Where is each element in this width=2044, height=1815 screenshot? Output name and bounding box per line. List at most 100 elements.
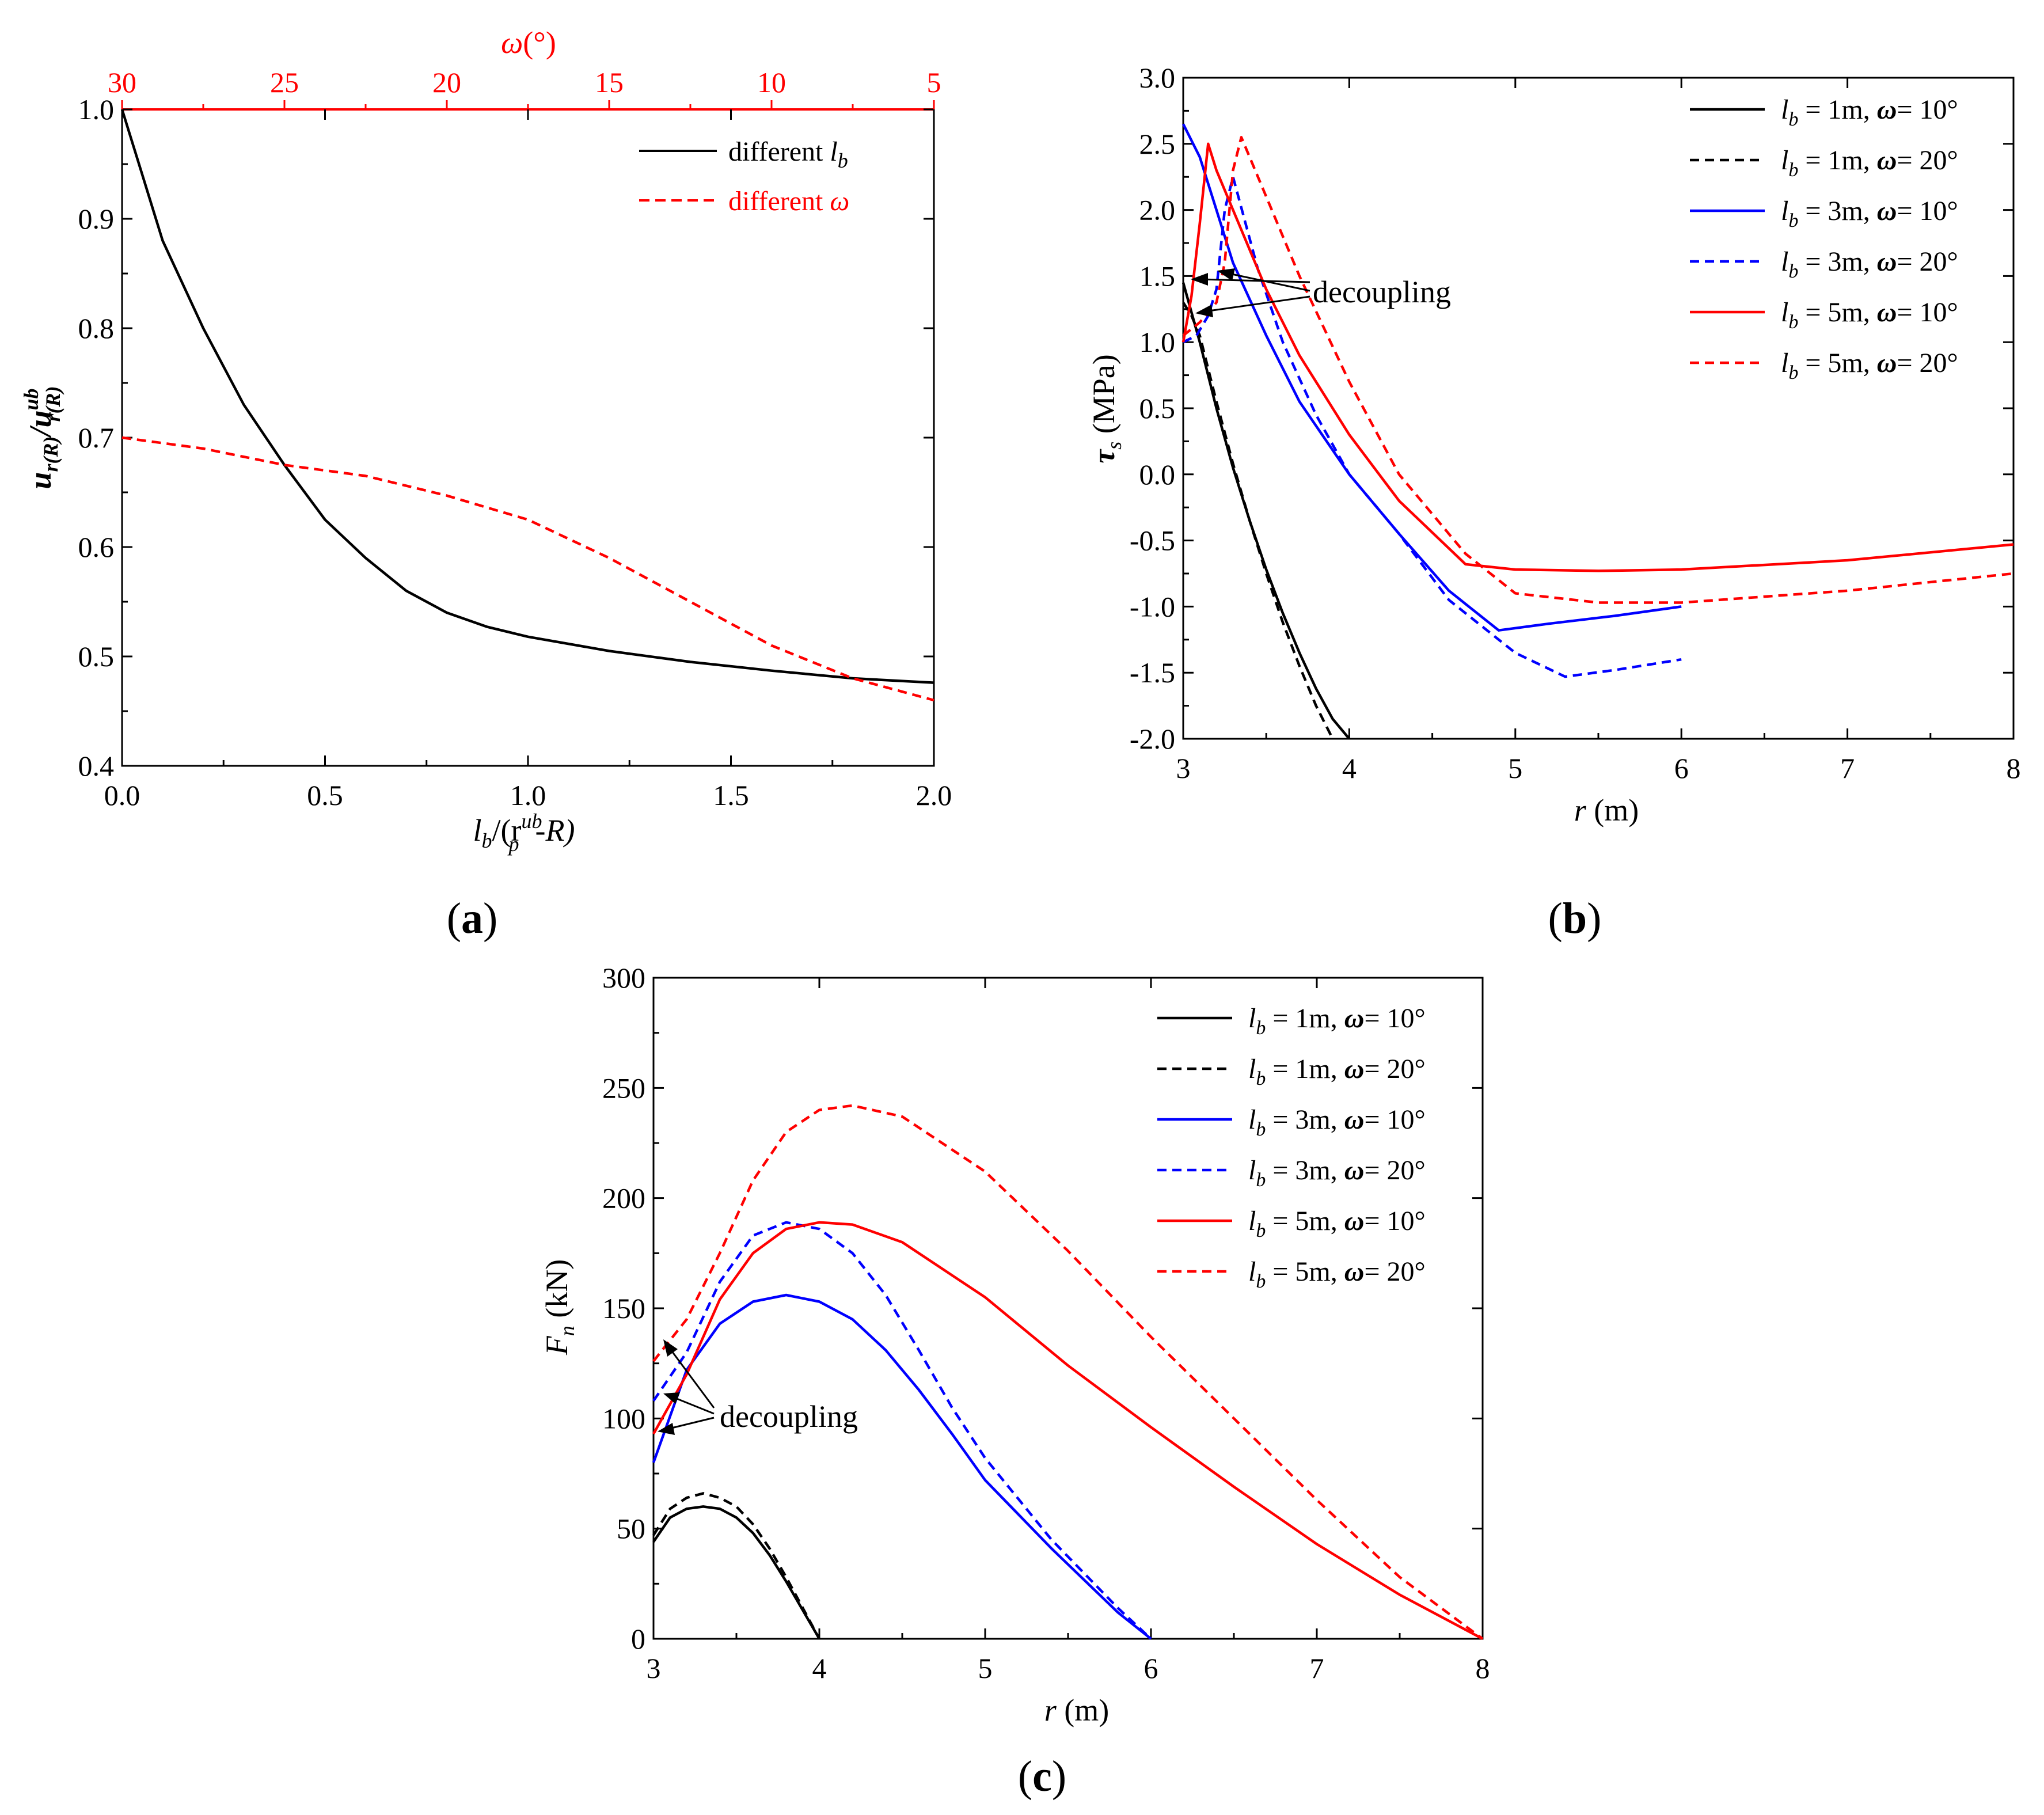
panel-a-x-label: lb/(rub p -R) [473, 810, 575, 856]
legend-symbol-omega: ω [830, 186, 849, 217]
x-tick-label: 2.0 [916, 779, 952, 811]
panel-b-legend: lb = 1m, ω= 10° lb = 1m, ω= 20° lb = 3m, ω… [1690, 94, 1958, 383]
legend-entry: lb = 3m, ω= 20° [1248, 1155, 1426, 1191]
y-label-unit: (MPa) [1086, 354, 1121, 441]
y-label-unit: (kN) [540, 1259, 574, 1326]
y-tick-label: -0.5 [1130, 525, 1175, 557]
panel-b-y-label: τs (MPa) [1086, 354, 1126, 463]
annotation-label: decoupling [1313, 275, 1451, 309]
legend-entry: lb = 5m, ω= 10° [1781, 297, 1958, 333]
y-label-sub: s [1103, 442, 1126, 450]
y-tick-label: 0.7 [78, 422, 115, 454]
panel-c-y-label: Fn (kN) [540, 1259, 579, 1355]
legend-entry: lb = 3m, ω= 10° [1248, 1104, 1426, 1140]
panel-c-x-label: r (m) [1044, 1693, 1109, 1727]
y-tick-label: 0.4 [78, 750, 115, 782]
x-tick-label: 7 [1310, 1652, 1324, 1684]
legend-entry: lb = 5m, ω= 20° [1781, 348, 1958, 383]
y-tick-label: 300 [602, 962, 645, 994]
annotation-arrow [672, 1396, 715, 1415]
x-label-r: r [1044, 1693, 1057, 1727]
panel-b-decoupling-annotation: decoupling [1191, 268, 1451, 317]
legend-entry: lb = 1m, ω= 20° [1248, 1054, 1426, 1089]
annotation-arrowhead [1217, 268, 1235, 281]
x-label-mid: /(r [492, 813, 522, 848]
panel-a-caption: (a) [447, 894, 498, 943]
caption-letter: c [1032, 1752, 1052, 1801]
x2-tick-label: 10 [757, 66, 786, 98]
x-label-sup: ub [522, 810, 542, 833]
legend-entry: lb = 3m, ω= 10° [1781, 196, 1958, 231]
y-tick-label: 150 [602, 1292, 645, 1324]
y-label-F: F [540, 1335, 574, 1355]
x-label-end: -R) [535, 813, 575, 848]
y-tick-label: -1.0 [1130, 590, 1175, 622]
panel-b-caption: (b) [1548, 894, 1602, 943]
x-tick-label: 1.5 [713, 779, 749, 811]
y-tick-label: 0.5 [1139, 392, 1176, 424]
series-line-1 [120, 109, 934, 684]
caption-close: ) [1587, 894, 1601, 943]
x-tick-label: 5 [1508, 752, 1522, 784]
x2-tick-label: 20 [432, 66, 461, 98]
annotation-arrow [1204, 295, 1310, 313]
y-tick-label: 0.5 [78, 640, 115, 673]
annotation-arrowhead [658, 1423, 675, 1435]
panel-a-chart: 0.0 0.5 1.0 1.5 2.00.40.50.60.70.80.91.030 25… [20, 25, 952, 943]
annotation-arrow [1200, 278, 1310, 283]
y-tick-label: 2.5 [1139, 128, 1176, 160]
panel-a-legend: different lb different ω [639, 136, 849, 217]
x-tick-label: 3 [1176, 752, 1191, 784]
y-tick-label: 0.9 [78, 203, 115, 235]
series-line-5 [1181, 142, 2014, 572]
x2-label-omega: ω [501, 25, 523, 60]
series-line-4 [1182, 175, 1682, 678]
y-tick-label: 250 [602, 1072, 645, 1104]
x2-tick-label: 5 [927, 66, 941, 98]
panel-b-x-label: r (m) [1574, 793, 1639, 827]
annotation-arrowhead [663, 1392, 680, 1404]
annotation-arrowhead [1191, 273, 1208, 286]
x-label-sub: b [482, 829, 492, 852]
panel-c-chart: 3 4 5 6 7 8 0 50 100 150 200 250 300 decoupling r (m… [540, 962, 1490, 1801]
caption-close: ) [483, 894, 497, 943]
y-tick-label: 0 [631, 1623, 645, 1655]
series-line-2 [1182, 302, 1334, 740]
x-tick-label: 7 [1840, 752, 1855, 784]
annotation-arrowhead [663, 1339, 678, 1357]
legend-entry-different-lb: different lb [728, 136, 848, 172]
series-line-2 [121, 436, 934, 702]
legend-text: different [728, 136, 830, 167]
y-label-sub1: r(R) [39, 436, 62, 472]
caption-close: ) [1052, 1752, 1066, 1801]
x-tick-label: 6 [1144, 1652, 1158, 1684]
x-label-l: l [473, 813, 482, 848]
panel-b-chart: 3 4 5 6 7 8 -2.0 -1.5 -1.0 -0.5 0.0 0.5 1.0 1.5 2.0 2.5… [1086, 62, 2021, 943]
x-tick-label: 0.0 [104, 779, 140, 811]
legend-entry: lb = 3m, ω= 20° [1781, 246, 1958, 282]
y-tick-label: 1.5 [1139, 260, 1176, 292]
legend-sub-b: b [838, 149, 848, 172]
series-line-2 [652, 1492, 820, 1640]
x-tick-label: 4 [1342, 752, 1357, 784]
x-tick-label: 6 [1674, 752, 1689, 784]
x-tick-label: 0.5 [307, 779, 343, 811]
x-tick-label: 8 [1476, 1652, 1490, 1684]
x2-tick-label: 15 [595, 66, 624, 98]
caption-letter: a [461, 894, 483, 943]
series-line-1 [1181, 282, 1351, 740]
panel-a-series [120, 109, 934, 702]
annotation-arrow [1226, 272, 1310, 292]
x2-label-unit: (°) [523, 25, 556, 60]
legend-text: different [728, 186, 830, 217]
caption-open: ( [1548, 894, 1563, 943]
legend-entry: lb = 5m, ω= 10° [1248, 1206, 1426, 1241]
y-tick-label: 50 [617, 1513, 645, 1545]
panel-a-x2-label: ω(°) [501, 25, 556, 60]
y-label-slash: /u [23, 410, 58, 438]
series-line-4 [652, 1221, 1152, 1640]
caption-open: ( [447, 894, 461, 943]
x-tick-label: 3 [647, 1652, 661, 1684]
series-line-6 [652, 1104, 1484, 1640]
